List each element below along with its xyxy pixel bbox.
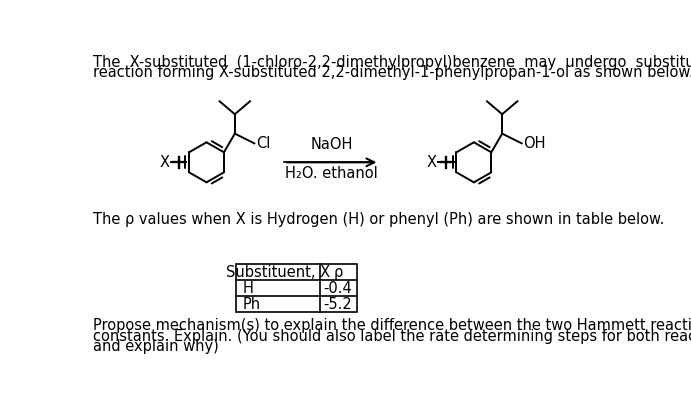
Bar [236, 264, 357, 312]
Text: Ph: Ph [242, 297, 261, 312]
Text: -0.4: -0.4 [323, 281, 352, 296]
Text: H₂O. ethanol: H₂O. ethanol [285, 166, 378, 181]
Text: ρ: ρ [334, 264, 343, 280]
Text: The  X-substituted  (1-chloro-2,2-dimethylpropyl)benzene  may  undergo  substitu: The X-substituted (1-chloro-2,2-dimethyl… [93, 54, 691, 70]
Text: reaction forming X-substituted 2,2-dimethyl-1-phenylpropan-1-ol as shown below.: reaction forming X-substituted 2,2-dimet… [93, 65, 691, 80]
Text: The ρ values when X is Hydrogen (H) or phenyl (Ph) are shown in table below.: The ρ values when X is Hydrogen (H) or p… [93, 212, 664, 226]
Text: and explain why): and explain why) [93, 339, 218, 354]
Text: -5.2: -5.2 [323, 297, 352, 312]
Text: Cl: Cl [256, 136, 270, 151]
Text: X: X [160, 155, 169, 170]
Text: X: X [426, 155, 437, 170]
Text: Propose mechanism(s) to explain the difference between the two Hammett reaction: Propose mechanism(s) to explain the diff… [93, 318, 691, 333]
Text: H: H [242, 281, 253, 296]
Text: NaOH: NaOH [310, 137, 353, 152]
Text: constants. Explain. (You should also label the rate determining steps for both r: constants. Explain. (You should also lab… [93, 328, 691, 344]
Text: OH: OH [523, 136, 546, 151]
Text: Substituent, X: Substituent, X [226, 264, 330, 280]
